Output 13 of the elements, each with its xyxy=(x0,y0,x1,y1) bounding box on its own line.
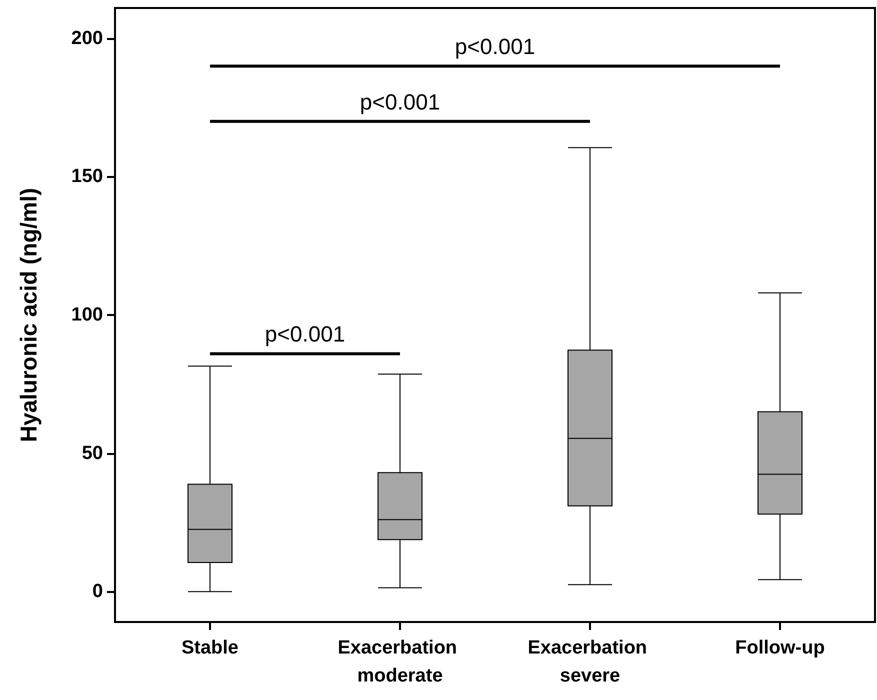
y-tick-label: 200 xyxy=(71,28,103,49)
x-tick-label: Stable xyxy=(181,638,239,658)
y-tick-label: 150 xyxy=(71,166,103,188)
annotation: p<0.001 xyxy=(264,322,346,347)
x-tick-label: Exacerbation severe xyxy=(528,638,652,686)
y-tick-label: 0 xyxy=(92,581,103,602)
y-tick-label: 50 xyxy=(82,442,103,464)
x-tick-label: Follow-up xyxy=(735,638,825,658)
annotation: p<0.001 xyxy=(454,34,536,60)
x-tick-label: Exacerbation moderate xyxy=(338,638,462,686)
y-tick-label: 100 xyxy=(71,304,103,326)
annotation: p<0.001 xyxy=(360,89,440,114)
y-axis-title: Hyaluronic acid (ng/ml) xyxy=(16,188,42,442)
